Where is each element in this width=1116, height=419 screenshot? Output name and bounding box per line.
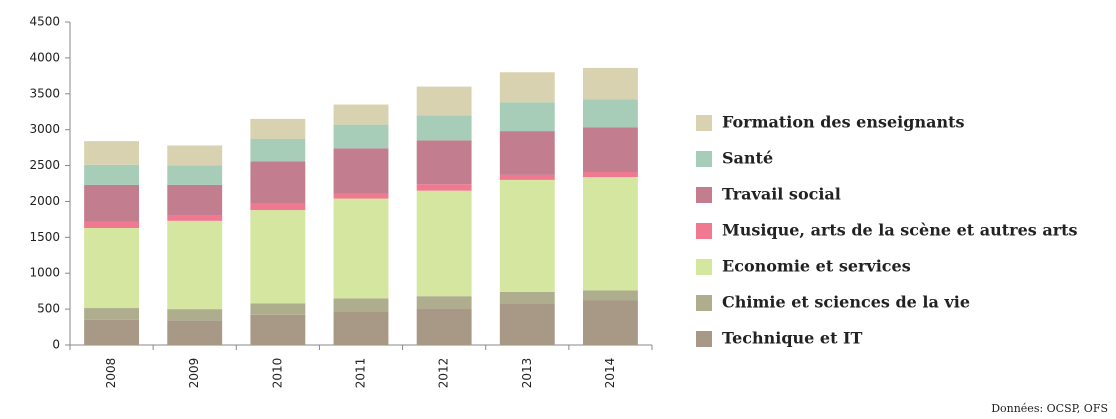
bar-segment <box>333 124 389 149</box>
bar-segment <box>167 320 223 345</box>
x-tick-label: 2010 <box>270 358 284 389</box>
y-tick-label: 1000 <box>29 266 60 280</box>
bar-segment <box>416 86 472 116</box>
bar-segment <box>582 177 638 291</box>
bar-segment <box>333 148 389 194</box>
bar-segment <box>333 298 389 312</box>
bar-segment <box>333 198 389 299</box>
bar-segment <box>416 308 472 345</box>
bar-segment <box>582 127 638 173</box>
bar-segment <box>499 303 555 345</box>
bar-segment <box>499 174 555 180</box>
bar-segment <box>416 140 472 185</box>
bar-segment <box>582 300 638 345</box>
legend-label: Chimie et sciences de la vie <box>722 293 970 312</box>
bar-segment <box>582 172 638 178</box>
bar-segment <box>416 184 472 191</box>
bar-segment <box>84 221 140 229</box>
bar-segment <box>84 308 140 320</box>
x-tick-label: 2008 <box>104 358 118 389</box>
bar-segment <box>582 290 638 301</box>
legend-label: Santé <box>722 149 773 168</box>
legend-label: Travail social <box>722 185 841 204</box>
legend-label: Technique et IT <box>722 329 863 348</box>
bar-segment <box>250 203 306 211</box>
bar-segment <box>167 220 223 310</box>
bar-segment <box>250 314 306 345</box>
bar-segment <box>167 145 223 166</box>
bar-segment <box>333 193 389 199</box>
bar-segment <box>499 72 555 103</box>
bar-segment <box>167 165 223 185</box>
legend-label: Economie et services <box>722 257 911 276</box>
bar-segment <box>250 138 306 162</box>
bar-segment <box>416 296 472 309</box>
bar-segment <box>84 164 140 185</box>
bar-segment <box>333 311 389 345</box>
bar-segment <box>167 309 223 321</box>
legend-label: Musique, arts de la scène et autres arts <box>722 221 1078 240</box>
x-tick-label: 2013 <box>520 358 534 389</box>
bar-segment <box>84 228 140 309</box>
y-tick-label: 1500 <box>29 230 60 244</box>
bar-segment <box>582 67 638 100</box>
legend-swatch <box>696 331 712 347</box>
bar-segment <box>84 319 140 345</box>
y-tick-label: 500 <box>37 302 60 316</box>
source: Données: OCSP, OFS <box>991 402 1108 415</box>
x-tick-label: 2014 <box>603 358 617 389</box>
legend-swatch <box>696 295 712 311</box>
legend-swatch <box>696 115 712 131</box>
bar-segment <box>582 99 638 128</box>
y-tick-label: 2500 <box>29 158 60 172</box>
legend-label: Formation des enseignants <box>722 113 964 132</box>
bar-segment <box>250 161 306 204</box>
bar-segment <box>499 179 555 292</box>
y-tick-label: 4500 <box>29 15 60 29</box>
bar-segment <box>333 104 389 125</box>
bar-segment <box>416 115 472 141</box>
bar-segment <box>250 210 306 304</box>
y-tick-label: 2000 <box>29 194 60 208</box>
bar-segment <box>167 215 223 221</box>
bar-segment <box>250 118 306 139</box>
y-tick-label: 3000 <box>29 122 60 136</box>
x-tick-label: 2012 <box>437 358 451 389</box>
y-tick-label: 4000 <box>29 50 60 64</box>
bar-segment <box>84 141 140 165</box>
bar-segment <box>167 184 223 216</box>
x-tick-label: 2011 <box>354 358 368 389</box>
bar-segment <box>84 184 140 222</box>
x-tick-label: 2009 <box>187 358 201 389</box>
bar-segment <box>250 303 306 315</box>
y-tick-label: 3500 <box>29 86 60 100</box>
bar-segment <box>499 291 555 304</box>
legend-swatch <box>696 151 712 167</box>
bar-segment <box>499 131 555 175</box>
legend-swatch <box>696 259 712 275</box>
legend-swatch <box>696 223 712 239</box>
y-tick-label: 0 <box>52 338 60 352</box>
bar-segment <box>416 190 472 297</box>
legend-swatch <box>696 187 712 203</box>
bar-segment <box>499 102 555 132</box>
